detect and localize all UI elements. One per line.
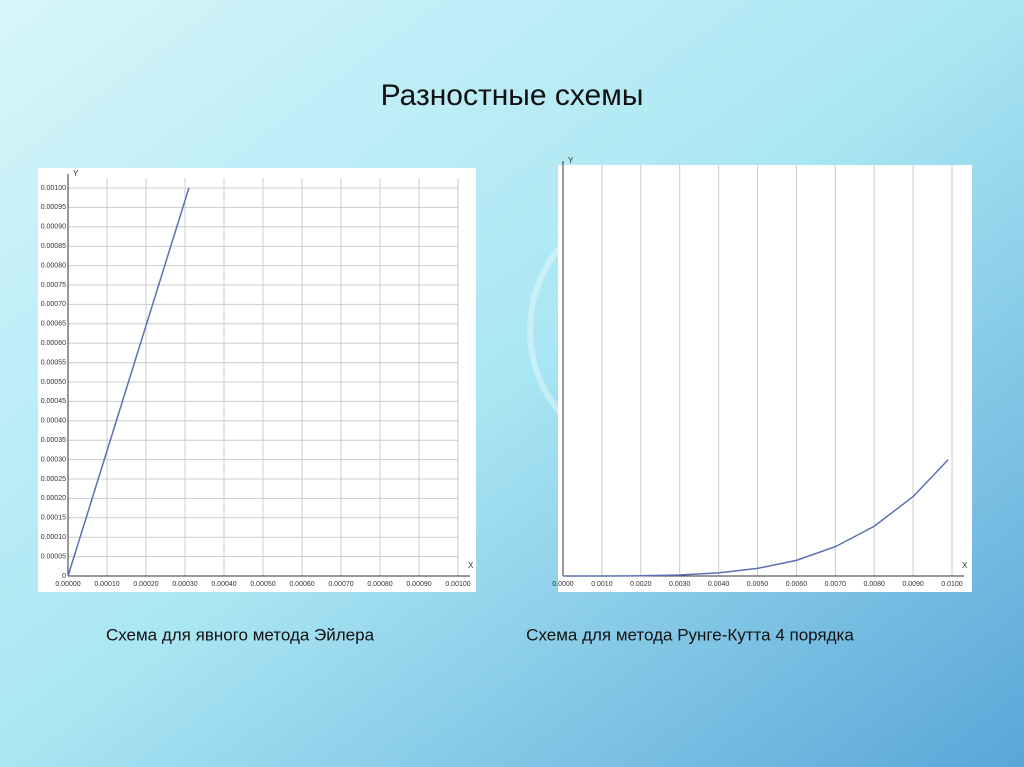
x-tick-label: 0.00050 bbox=[250, 581, 275, 588]
x-axis-label: X bbox=[468, 561, 474, 570]
x-tick-label: 0.00010 bbox=[94, 581, 119, 588]
y-tick-label: 0.00095 bbox=[41, 204, 66, 211]
x-tick-label: 0.00030 bbox=[172, 581, 197, 588]
x-tick-label: 0.0010 bbox=[591, 581, 613, 588]
y-axis-label: Y bbox=[73, 169, 79, 178]
data-line bbox=[67, 187, 190, 577]
chart-caption: Схема для явного метода Эйлера bbox=[106, 625, 375, 644]
y-tick-label: 0.00050 bbox=[41, 379, 66, 386]
plot-background bbox=[38, 168, 476, 592]
x-tick-label: 0.00000 bbox=[55, 581, 80, 588]
x-tick-label: 0.0080 bbox=[863, 581, 885, 588]
x-tick-label: 0.00060 bbox=[289, 581, 314, 588]
y-tick-label: 0.00010 bbox=[41, 534, 66, 541]
x-tick-label: 0.00100 bbox=[445, 581, 470, 588]
y-tick-label: 0.00055 bbox=[41, 359, 66, 366]
y-tick-label: 0.00035 bbox=[41, 437, 66, 444]
y-tick-label: 0.00065 bbox=[41, 321, 66, 328]
x-tick-label: 0.0100 bbox=[941, 581, 963, 588]
x-tick-label: 0.0050 bbox=[747, 581, 769, 588]
x-tick-label: 0.00020 bbox=[133, 581, 158, 588]
y-tick-label: 0.00030 bbox=[41, 456, 66, 463]
y-tick-label: 0.00045 bbox=[41, 398, 66, 405]
x-tick-label: 0.0060 bbox=[786, 581, 808, 588]
x-tick-label: 0.0030 bbox=[669, 581, 691, 588]
x-axis-label: X bbox=[962, 561, 968, 570]
y-tick-label: 0.00025 bbox=[41, 476, 66, 483]
x-tick-label: 0.0000 bbox=[552, 581, 574, 588]
x-tick-label: 0.0070 bbox=[825, 581, 847, 588]
x-tick-label: 0.00040 bbox=[211, 581, 236, 588]
x-tick-label: 0.0040 bbox=[708, 581, 730, 588]
y-tick-label: 0.00020 bbox=[41, 495, 66, 502]
chart-caption: Схема для метода Рунге-Кутта 4 порядка bbox=[526, 625, 854, 644]
x-tick-label: 0.00090 bbox=[406, 581, 431, 588]
plot-background bbox=[558, 165, 972, 592]
y-tick-label: 0.00100 bbox=[41, 185, 66, 192]
y-tick-label: 0.00040 bbox=[41, 418, 66, 425]
y-tick-label: 0.00005 bbox=[41, 553, 66, 560]
y-tick-label: 0 bbox=[62, 573, 66, 580]
y-tick-label: 0.00070 bbox=[41, 301, 66, 308]
x-tick-label: 0.0020 bbox=[630, 581, 652, 588]
y-tick-label: 0.00090 bbox=[41, 224, 66, 231]
x-tick-label: 0.00080 bbox=[367, 581, 392, 588]
x-tick-label: 0.0090 bbox=[902, 581, 924, 588]
slide-title: Разностные схемы bbox=[381, 79, 644, 112]
data-line bbox=[563, 459, 949, 577]
y-tick-label: 0.00060 bbox=[41, 340, 66, 347]
y-tick-label: 0.00075 bbox=[41, 282, 66, 289]
y-tick-label: 0.00015 bbox=[41, 515, 66, 522]
x-tick-label: 0.00070 bbox=[328, 581, 353, 588]
y-tick-label: 0.00080 bbox=[41, 262, 66, 269]
y-axis-label: Y bbox=[568, 156, 574, 165]
y-tick-label: 0.00085 bbox=[41, 243, 66, 250]
